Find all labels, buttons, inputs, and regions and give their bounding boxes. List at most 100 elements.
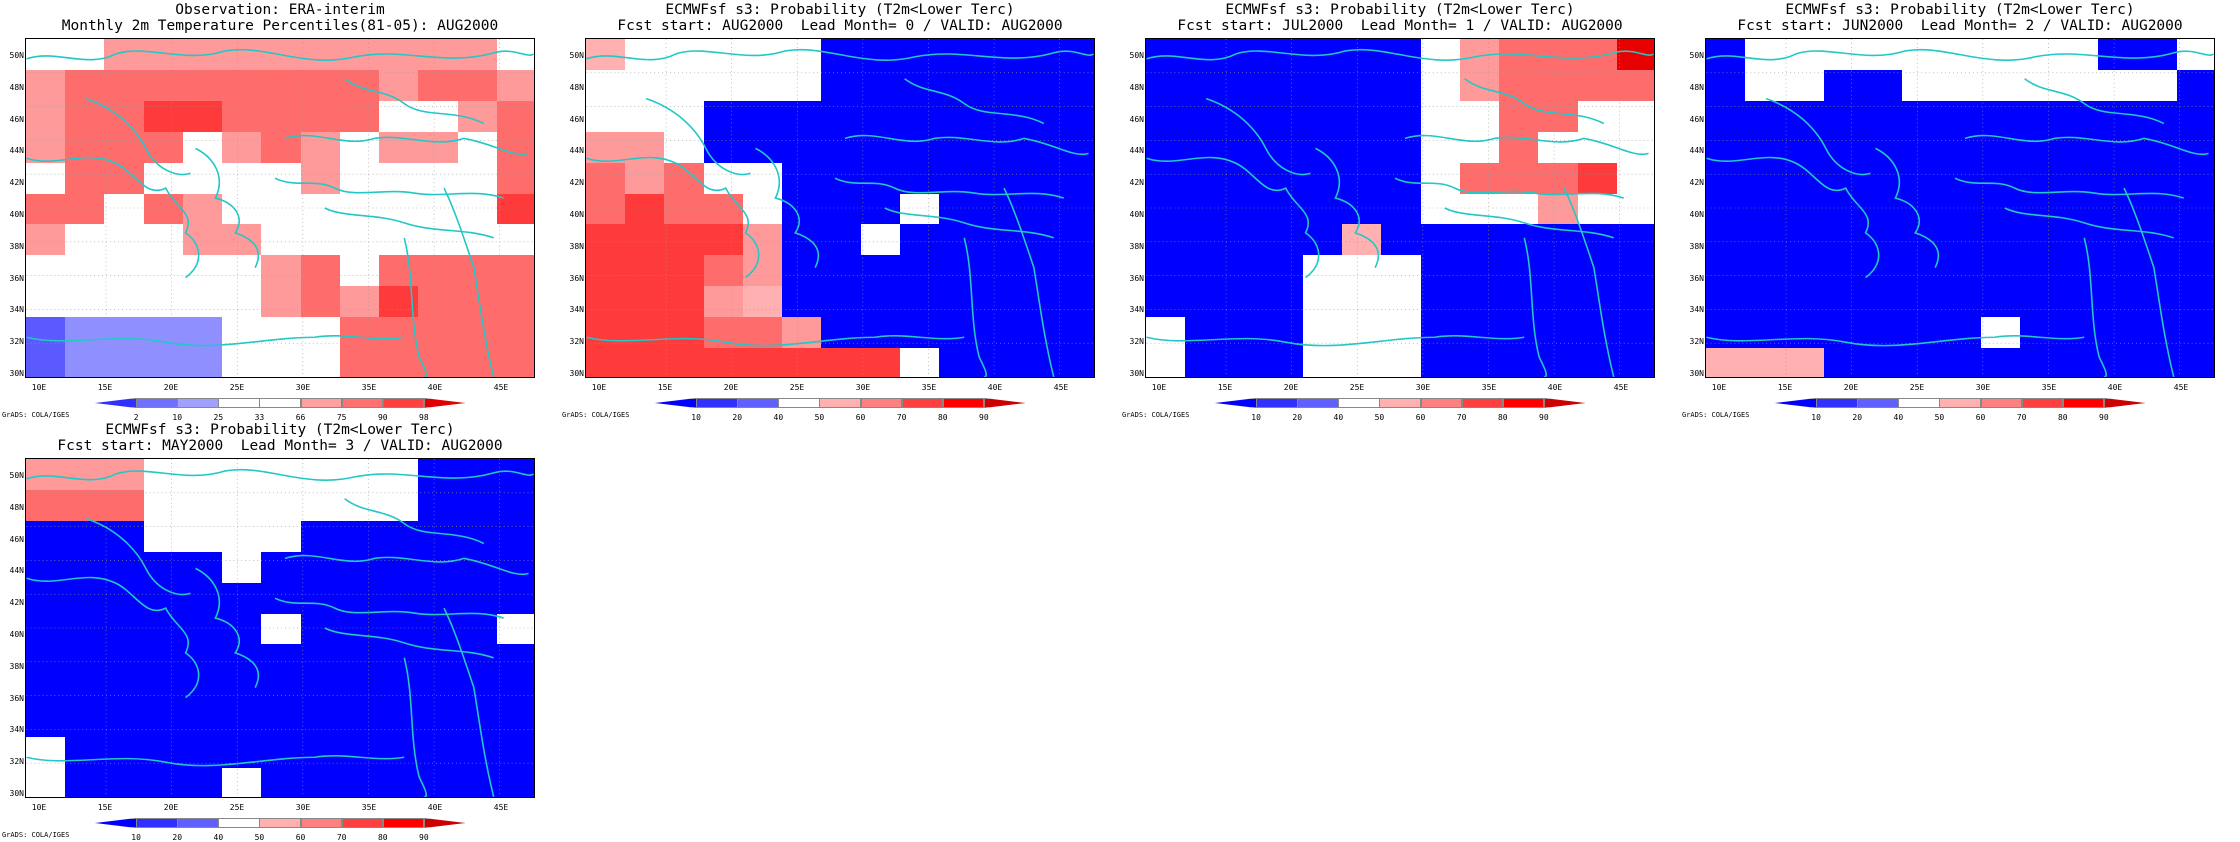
grid-cell	[1381, 100, 1422, 133]
grid-cell	[1706, 162, 1746, 195]
grid-cell	[1577, 131, 1618, 164]
grid-cell	[1342, 348, 1382, 377]
longitude-label: 35E	[1481, 383, 1497, 392]
grid-cell	[457, 489, 498, 522]
grid-cell	[1224, 286, 1265, 318]
grid-cell	[143, 706, 184, 738]
grid-cell	[1706, 193, 1746, 225]
grid-cell	[496, 613, 534, 645]
grid-cell	[1420, 255, 1461, 287]
grid-cell	[1902, 100, 1942, 133]
grid-cell	[625, 348, 665, 377]
grid-cell	[182, 224, 223, 256]
grid-cell	[1263, 286, 1304, 318]
colorbar	[655, 398, 1026, 408]
grid-cell	[1616, 193, 1654, 225]
grid-cell	[65, 100, 105, 133]
grid-cell	[65, 255, 105, 287]
grads-credit: GrADS: COLA/IGES	[1122, 411, 1190, 419]
grid-cell	[1056, 162, 1094, 195]
grid-cell	[1420, 317, 1461, 349]
grid-cell	[2019, 255, 2060, 287]
coastline	[26, 48, 534, 377]
colorbar-segment	[341, 818, 384, 828]
latitude-label: 42N	[1689, 178, 1704, 188]
grid-cell	[143, 551, 184, 584]
grid-cell	[143, 613, 184, 645]
grid-cell	[1224, 224, 1265, 256]
grid-cell	[899, 255, 940, 287]
grid-cell	[1420, 286, 1461, 318]
grid-cell	[1185, 193, 1225, 225]
grid-cell	[222, 613, 262, 645]
colorbar-segment	[2021, 398, 2064, 408]
grid-cell	[1784, 69, 1825, 102]
grid-cell	[182, 644, 223, 676]
grid-cell	[182, 768, 223, 797]
grid-cell	[143, 644, 184, 676]
latitude-label: 50N	[9, 51, 24, 60]
grid-cell	[703, 348, 744, 377]
latitude-label: 40N	[1689, 210, 1704, 219]
latitude-label: 40N	[9, 630, 24, 639]
grid-cell	[2098, 100, 2139, 133]
grid-cell	[1185, 69, 1225, 102]
grid-cell	[1538, 193, 1579, 225]
grid-cell	[1420, 69, 1461, 102]
grid-cell	[2059, 224, 2099, 256]
grid-cell	[860, 69, 901, 102]
grid-cell	[625, 100, 665, 133]
colorbar-segment	[423, 398, 466, 408]
latitude-label: 36N	[1129, 273, 1144, 283]
colorbar-segment	[136, 818, 178, 828]
grid-cell	[1706, 100, 1746, 133]
grid-cell	[1459, 131, 1500, 164]
grid-cell	[1224, 317, 1265, 349]
grid-cell	[2059, 317, 2099, 349]
grid-cell	[104, 768, 145, 797]
grid-cell	[2137, 255, 2178, 287]
grid-cell	[2098, 131, 2139, 164]
grid-cell	[1302, 255, 1343, 287]
grid-cell	[222, 100, 262, 133]
probability-grid	[586, 39, 1094, 377]
longitude-label: 25E	[789, 383, 805, 392]
colorbar-tick-label: 25	[213, 413, 224, 422]
longitude-label: 25E	[229, 383, 245, 392]
grid-cell	[182, 286, 223, 318]
grid-cell	[1706, 39, 1746, 71]
grid-cell	[1823, 255, 1864, 287]
longitude-label: 40E	[2107, 383, 2123, 392]
grid-cell	[664, 69, 705, 102]
grid-cell	[782, 69, 822, 102]
grid-cell	[1941, 255, 1982, 287]
grid-cell	[300, 39, 341, 71]
grid-cell	[1146, 286, 1186, 318]
grid-cell	[2019, 100, 2060, 133]
grid-cell	[664, 286, 705, 318]
grid-cell	[821, 100, 862, 133]
grid-cell	[1224, 348, 1265, 377]
latitude-label: 30N	[1129, 369, 1144, 378]
grid-cell	[261, 224, 302, 256]
colorbar-tick-label: 90	[2099, 413, 2109, 422]
colorbar-segment	[1420, 398, 1463, 408]
longitude-label: 15E	[97, 803, 113, 812]
grid-cell	[939, 100, 979, 133]
grid-cell	[418, 520, 459, 553]
grid-cell	[418, 162, 459, 195]
colorbar-segment	[300, 398, 343, 408]
grid-cell	[2176, 224, 2214, 256]
grid-cell	[899, 69, 940, 102]
grid-cell	[222, 224, 262, 256]
probability-grid	[1706, 39, 2214, 377]
colorbar-tick-label: 98	[419, 413, 429, 422]
latitude-label: 46N	[1689, 114, 1704, 124]
grid-cell	[339, 286, 380, 318]
latitude-label: 44N	[1129, 146, 1144, 156]
grid-cell	[2019, 131, 2060, 164]
grid-cell	[222, 286, 262, 318]
grid-cell	[1902, 348, 1942, 377]
longitude-label: 20E	[163, 383, 179, 392]
grid-cell	[860, 162, 901, 195]
